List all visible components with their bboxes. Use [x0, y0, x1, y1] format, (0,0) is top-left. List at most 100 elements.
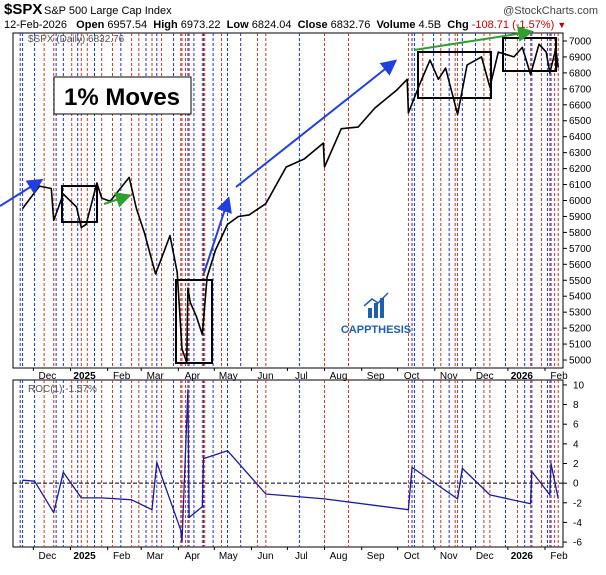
price-layer: [21, 43, 559, 364]
price-ytick-label-16: 6600: [569, 100, 592, 111]
range-box-nov: [417, 51, 492, 99]
watermark: @StockCharts.com: [503, 5, 598, 17]
roc-xtick-label-9: Sep: [367, 551, 385, 562]
index-name: S&P 500 Large Cap Index: [44, 5, 172, 17]
volume-value: 4.5B: [418, 19, 442, 31]
roc-legend: ROC(1) -1.57%: [28, 384, 97, 395]
roc-ytick-label-3: 0: [573, 479, 579, 490]
roc-ytick-label-6: 6: [573, 420, 579, 431]
price-ytick-label-7: 5700: [569, 244, 592, 255]
trend-arrow-1: [0, 178, 44, 207]
price-ytick-label-9: 5900: [569, 212, 592, 223]
price-xtick-label-2: Feb: [113, 371, 131, 382]
title-box: [53, 76, 192, 115]
roc-xtick-label-14: Feb: [550, 551, 568, 562]
price-ytick-label-5: 5500: [569, 276, 592, 287]
price-xtick-label-8: Aug: [330, 371, 348, 382]
price-ytick-label-17: 6700: [569, 84, 592, 95]
brand-logo: CAPPTHESIS: [341, 292, 411, 336]
price-xtick-label-14: Feb: [550, 371, 568, 382]
roc-ytick-label-1: -4: [573, 518, 582, 529]
price-ytick-label-12: 6200: [569, 164, 592, 175]
roc-xtick-label-10: Oct: [404, 551, 420, 562]
range-box-apr: [175, 279, 213, 364]
price-xtick-label-13: 2026: [511, 371, 534, 382]
low-label: Low: [226, 19, 249, 31]
price-xtick-label-1: 2025: [73, 371, 96, 382]
roc-xtick-label-5: May: [219, 551, 238, 562]
roc-panel: [12, 379, 564, 548]
price-xtick-label-6: Jun: [257, 371, 273, 382]
price-xtick-label-10: Oct: [404, 371, 420, 382]
range-boxes: [61, 37, 557, 364]
roc-xtick-label-0: Dec: [38, 551, 56, 562]
price-ytick-label-4: 5400: [569, 292, 592, 303]
price-xtick-label-0: Dec: [38, 371, 56, 382]
price-ytick-label-14: 6400: [569, 132, 592, 143]
price-ytick-label-13: 6300: [569, 148, 592, 159]
price-ytick-label-0: 5000: [569, 356, 592, 367]
roc-ytick-label-0: -6: [573, 538, 582, 549]
price-ytick-label-1: 5100: [569, 340, 592, 351]
chart-logo-icon: [363, 292, 389, 318]
open-label: Open: [76, 19, 105, 31]
axis-layer: 5000 5100 5200 5300 5400 5500 5600 5700 5800 5900…: [32, 36, 592, 562]
trend-arrow-5: [413, 25, 534, 51]
quote-date: 12-Feb-2026: [4, 19, 67, 31]
roc-xtick-label-1: 2025: [73, 551, 96, 562]
price-ytick-label-19: 6900: [569, 52, 592, 63]
roc-ytick-label-2: -2: [573, 498, 582, 509]
roc-xtick-label-7: Jul: [295, 551, 308, 562]
chg-label: Chg: [447, 19, 469, 31]
roc-ytick-label-8: 10: [573, 380, 585, 391]
price-xtick-label-7: Jul: [295, 371, 308, 382]
price-xtick-label-9: Sep: [367, 371, 385, 382]
volume-label: Volume: [376, 19, 416, 31]
price-ytick-label-8: 5800: [569, 228, 592, 239]
roc-xtick-label-6: Jun: [257, 551, 273, 562]
high-label: High: [153, 19, 178, 31]
price-ytick-label-2: 5200: [569, 324, 592, 335]
price-ytick-label-20: 7000: [569, 36, 592, 47]
roc-layer: [13, 389, 563, 543]
price-ytick-label-18: 6800: [569, 68, 592, 79]
low-value: 6824.04: [251, 19, 292, 31]
price-xtick-label-5: May: [219, 371, 238, 382]
high-value: 6973.22: [180, 19, 221, 31]
quote-summary: 12-Feb-2026 Open 6957.54 High 6973.22 Lo…: [4, 19, 566, 31]
price-ytick-label-15: 6500: [569, 116, 592, 127]
roc-series-line: [22, 389, 559, 543]
roc-ytick-label-7: 8: [573, 400, 579, 411]
price-series-line: [21, 43, 559, 364]
price-xtick-label-4: Apr: [185, 371, 201, 382]
close-value: 6832.76: [330, 19, 371, 31]
roc-xtick-label-13: 2026: [511, 551, 534, 562]
price-ytick-label-11: 6100: [569, 180, 592, 191]
symbol-title: $SPX: [4, 1, 43, 18]
trend-arrow-3: [203, 196, 232, 274]
open-value: 6957.54: [107, 19, 148, 31]
price-ytick-label-10: 6000: [569, 196, 592, 207]
trend-arrow-4: [235, 59, 398, 188]
close-label: Close: [297, 19, 328, 31]
range-box-dec: [61, 185, 98, 223]
roc-xtick-label-3: Mar: [147, 551, 165, 562]
price-legend: $SPX (Daily) 6832.76: [28, 34, 125, 45]
title-box-text: 1% Moves: [64, 84, 180, 111]
roc-xtick-label-2: Feb: [113, 551, 131, 562]
roc-xtick-label-12: Dec: [476, 551, 494, 562]
brand-name: CAPPTHESIS: [341, 324, 411, 336]
price-xtick-label-12: Dec: [476, 371, 494, 382]
down-triangle-icon: ▼: [557, 20, 567, 30]
roc-ytick-label-4: 2: [573, 459, 579, 470]
trend-arrows: [0, 25, 534, 274]
roc-ytick-label-5: 4: [573, 439, 579, 450]
roc-xtick-label-4: Apr: [185, 551, 201, 562]
roc-xtick-label-11: Nov: [440, 551, 458, 562]
price-ytick-label-6: 5600: [569, 260, 592, 271]
price-ytick-label-3: 5300: [569, 308, 592, 319]
price-xtick-label-3: Mar: [147, 371, 165, 382]
price-xtick-label-11: Nov: [440, 371, 458, 382]
trend-arrow-2: [103, 192, 132, 208]
